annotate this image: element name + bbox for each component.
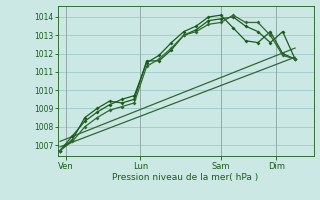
- X-axis label: Pression niveau de la mer( hPa ): Pression niveau de la mer( hPa ): [112, 173, 259, 182]
